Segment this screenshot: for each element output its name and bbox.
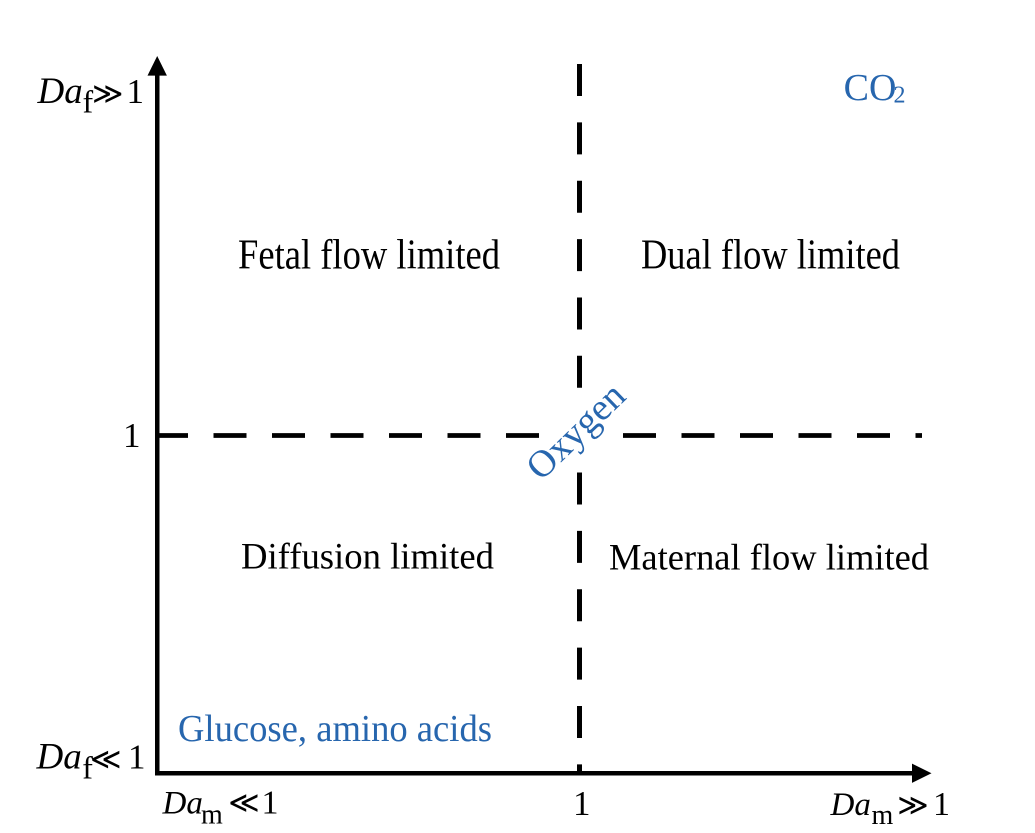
svg-text:Oxygen: Oxygen: [518, 374, 634, 488]
svg-text:Fetal flow limited: Fetal flow limited: [238, 233, 500, 279]
svg-text:1: 1: [123, 416, 141, 455]
svg-text:2: 2: [894, 83, 906, 109]
svg-text:Glucose, amino acids: Glucose, amino acids: [178, 708, 492, 750]
svg-text:≪: ≪: [228, 787, 259, 820]
svg-text:Diffusion limited: Diffusion limited: [241, 536, 494, 577]
svg-text:≪: ≪: [90, 743, 121, 776]
svg-text:f: f: [83, 84, 94, 120]
svg-text:1: 1: [127, 72, 145, 111]
svg-text:Maternal flow limited: Maternal flow limited: [609, 538, 929, 579]
svg-text:1: 1: [128, 738, 146, 777]
svg-text:m: m: [201, 799, 223, 830]
svg-text:Da: Da: [36, 737, 82, 778]
svg-text:1: 1: [573, 784, 591, 823]
svg-text:f: f: [82, 750, 93, 786]
svg-text:1: 1: [262, 784, 279, 821]
svg-text:Dual flow limited: Dual flow limited: [641, 233, 900, 279]
svg-text:Da: Da: [162, 785, 203, 821]
svg-text:1: 1: [933, 786, 950, 823]
svg-text:≫: ≫: [897, 789, 928, 822]
svg-text:Da: Da: [37, 71, 83, 112]
svg-text:Da: Da: [830, 787, 871, 823]
svg-text:≫: ≫: [92, 78, 123, 111]
svg-text:m: m: [872, 800, 894, 831]
svg-text:CO: CO: [844, 67, 897, 109]
